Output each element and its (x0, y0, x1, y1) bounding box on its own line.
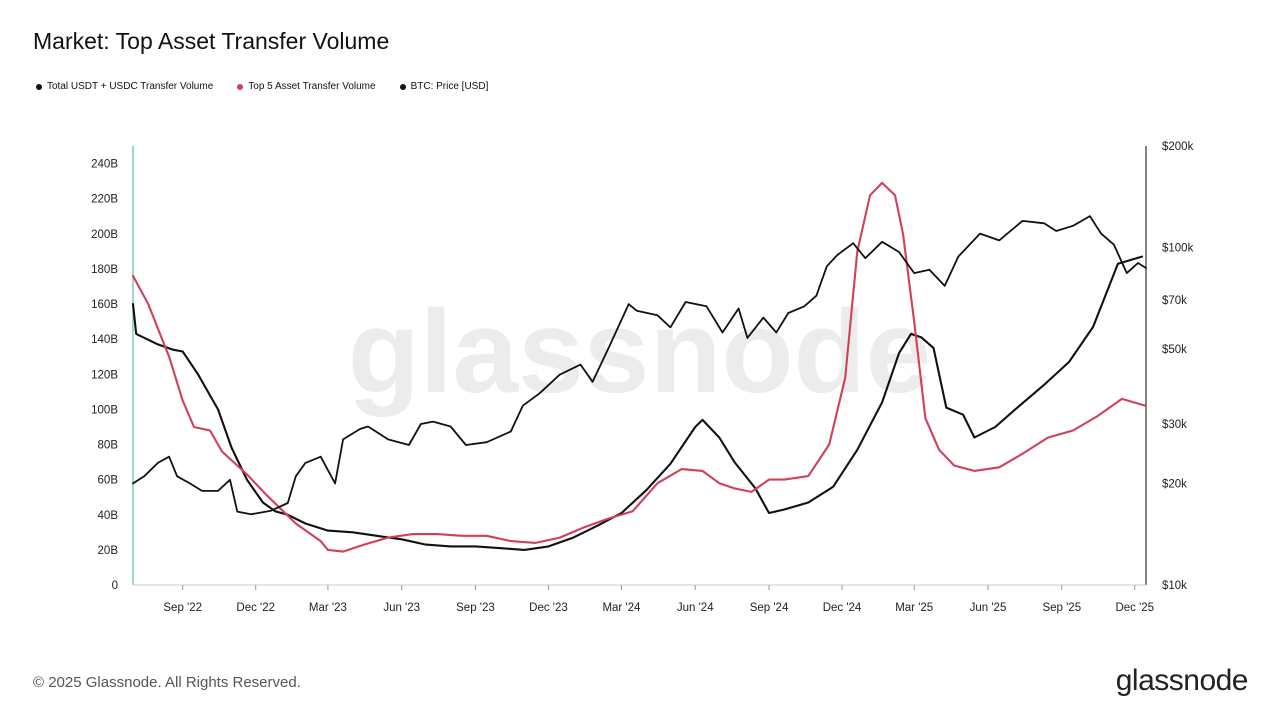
x-tick-label: Dec '25 (1115, 602, 1154, 614)
total-usdt-usdc-line (131, 255, 1144, 551)
chart-title: Market: Top Asset Transfer Volume (33, 28, 390, 54)
brand-logo: glassnode (1115, 664, 1249, 697)
y-left-tick-label: 20B (98, 545, 119, 557)
top5-asset-volume-line (131, 181, 1148, 553)
y-left-tick-label: 160B (91, 299, 118, 311)
y-left-tick-label: 180B (91, 264, 118, 276)
y-right-tick-label: $100k (1162, 243, 1194, 255)
y-left-tick-label: 140B (91, 334, 118, 346)
x-tick-label: Sep '22 (163, 602, 202, 614)
x-tick-label: Dec '22 (236, 602, 275, 614)
btc-price-line (132, 215, 1147, 516)
legend-dot-icon (399, 83, 406, 90)
watermark: glassnode (348, 286, 932, 418)
x-tick-label: Sep '23 (456, 602, 495, 614)
y-left-tick-label: 120B (91, 369, 118, 381)
legend-label: Top 5 Asset Transfer Volume (248, 81, 376, 92)
y-right-tick-label: $20k (1162, 478, 1187, 490)
y-right-tick-label: $10k (1162, 580, 1187, 592)
y-left-tick-label: 200B (91, 229, 118, 241)
y-left-tick-label: 100B (91, 404, 118, 416)
y-right-tick-label: $70k (1162, 295, 1187, 307)
y-left-tick-label: 220B (91, 194, 118, 206)
x-tick-label: Mar '24 (602, 602, 641, 614)
x-tick-label: Jun '25 (970, 602, 1007, 614)
x-tick-label: Jun '24 (677, 602, 714, 614)
legend: Total USDT + USDC Transfer Volume Top 5 … (36, 81, 488, 92)
legend-label: Total USDT + USDC Transfer Volume (47, 81, 214, 92)
legend-item-top5[interactable]: Top 5 Asset Transfer Volume (237, 81, 376, 92)
y-right-tick-label: $30k (1162, 419, 1187, 431)
legend-dot-icon (237, 83, 244, 90)
y-left-tick-label: 0 (112, 580, 118, 592)
y-left-tick-label: 240B (91, 159, 118, 171)
y-left-tick-label: 60B (98, 475, 119, 487)
legend-item-btc-price[interactable]: BTC: Price [USD] (399, 81, 489, 92)
x-tick-label: Dec '24 (823, 602, 862, 614)
x-tick-label: Mar '23 (309, 602, 347, 614)
y-left-tick-label: 40B (98, 510, 119, 522)
x-tick-label: Mar '25 (895, 602, 933, 614)
x-tick-label: Sep '24 (750, 602, 789, 614)
copyright-footer: © 2025 Glassnode. All Rights Reserved. (33, 674, 301, 691)
x-tick-label: Dec '23 (529, 602, 568, 614)
legend-dot-icon (36, 83, 42, 90)
y-left-tick-label: 80B (98, 440, 119, 452)
legend-label: BTC: Price [USD] (410, 81, 489, 92)
x-tick-label: Jun '23 (383, 602, 420, 614)
x-tick-label: Sep '25 (1042, 602, 1081, 614)
y-right-tick-label: $200k (1162, 141, 1194, 153)
y-right-tick-label: $50k (1162, 344, 1187, 356)
legend-item-total-usdt-usdc[interactable]: Total USDT + USDC Transfer Volume (36, 81, 213, 92)
